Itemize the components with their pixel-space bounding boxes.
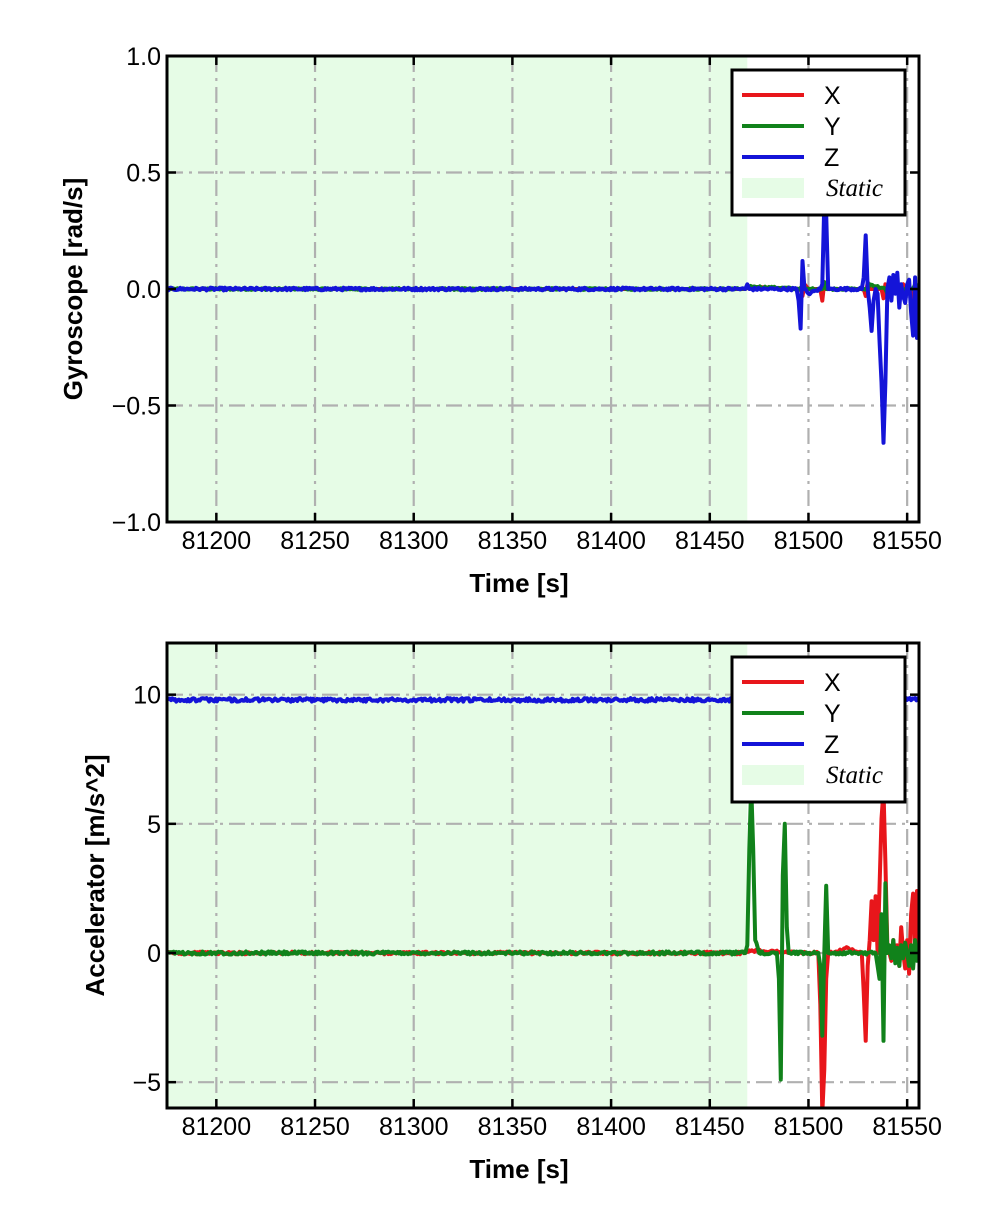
y-tick-label: −5 bbox=[132, 1069, 161, 1097]
x-tick-label: 81550 bbox=[872, 1113, 942, 1141]
series-group bbox=[167, 200, 919, 445]
legend: XYZ Static bbox=[730, 655, 907, 804]
legend-label-y: Y bbox=[824, 113, 841, 141]
x-tick-label: 81200 bbox=[182, 527, 252, 555]
y-axis-label: Accelerator [m/s^2] bbox=[80, 754, 110, 996]
x-axis-label: Time [s] bbox=[469, 1154, 568, 1184]
y-tick-label: 5 bbox=[147, 811, 161, 839]
y-tick-label: 10 bbox=[133, 682, 161, 710]
y-tick-label: 0.5 bbox=[126, 160, 161, 188]
x-tick-label: 81300 bbox=[379, 1113, 449, 1141]
series-line-z bbox=[167, 200, 919, 445]
y-tick-label: −0.5 bbox=[112, 393, 161, 421]
y-tick-label: 1.0 bbox=[126, 43, 161, 71]
y-tick-label: −1.0 bbox=[112, 509, 161, 537]
legend-swatch-static bbox=[742, 765, 804, 785]
legend-label-z: Z bbox=[824, 731, 839, 759]
legend-label-x: X bbox=[824, 669, 841, 697]
chart-panel-gyroscope: 81200 81250 81300 81350 81400 81450 81500 81550… bbox=[58, 43, 942, 598]
x-tick-label: 81350 bbox=[478, 1113, 548, 1141]
x-tick-label: 81200 bbox=[182, 1113, 252, 1141]
x-tick-label: 81450 bbox=[675, 527, 745, 555]
legend-label-x: X bbox=[824, 82, 841, 110]
static-region bbox=[167, 643, 748, 1108]
x-tick-label: 81300 bbox=[379, 527, 449, 555]
x-tick-label: 81550 bbox=[872, 527, 942, 555]
legend-label-static: Static bbox=[826, 762, 883, 789]
series-line-y bbox=[167, 783, 919, 1082]
legend-label-static: Static bbox=[826, 175, 883, 202]
x-tick-label: 81250 bbox=[280, 527, 350, 555]
x-tick-label: 81350 bbox=[478, 527, 548, 555]
chart-panel-accelerator: 81200 81250 81300 81350 81400 81450 81500 81550… bbox=[80, 641, 942, 1184]
legend-swatch-static bbox=[742, 178, 804, 198]
y-tick-label: 0 bbox=[147, 940, 161, 968]
x-tick-label: 81250 bbox=[280, 1113, 350, 1141]
x-tick-label: 81450 bbox=[675, 1113, 745, 1141]
x-tick-label: 81400 bbox=[576, 527, 646, 555]
y-tick-label: 0.0 bbox=[126, 276, 161, 304]
x-tick-label: 81500 bbox=[774, 527, 844, 555]
x-axis-label: Time [s] bbox=[469, 568, 568, 598]
legend-label-y: Y bbox=[824, 700, 841, 728]
axes-frame bbox=[165, 641, 921, 1110]
x-tick-label: 81400 bbox=[576, 1113, 646, 1141]
x-tick-label: 81500 bbox=[774, 1113, 844, 1141]
legend: XYZ Static bbox=[730, 68, 907, 217]
legend-label-z: Z bbox=[824, 144, 839, 172]
y-axis-label: Gyroscope [rad/s] bbox=[58, 178, 88, 401]
